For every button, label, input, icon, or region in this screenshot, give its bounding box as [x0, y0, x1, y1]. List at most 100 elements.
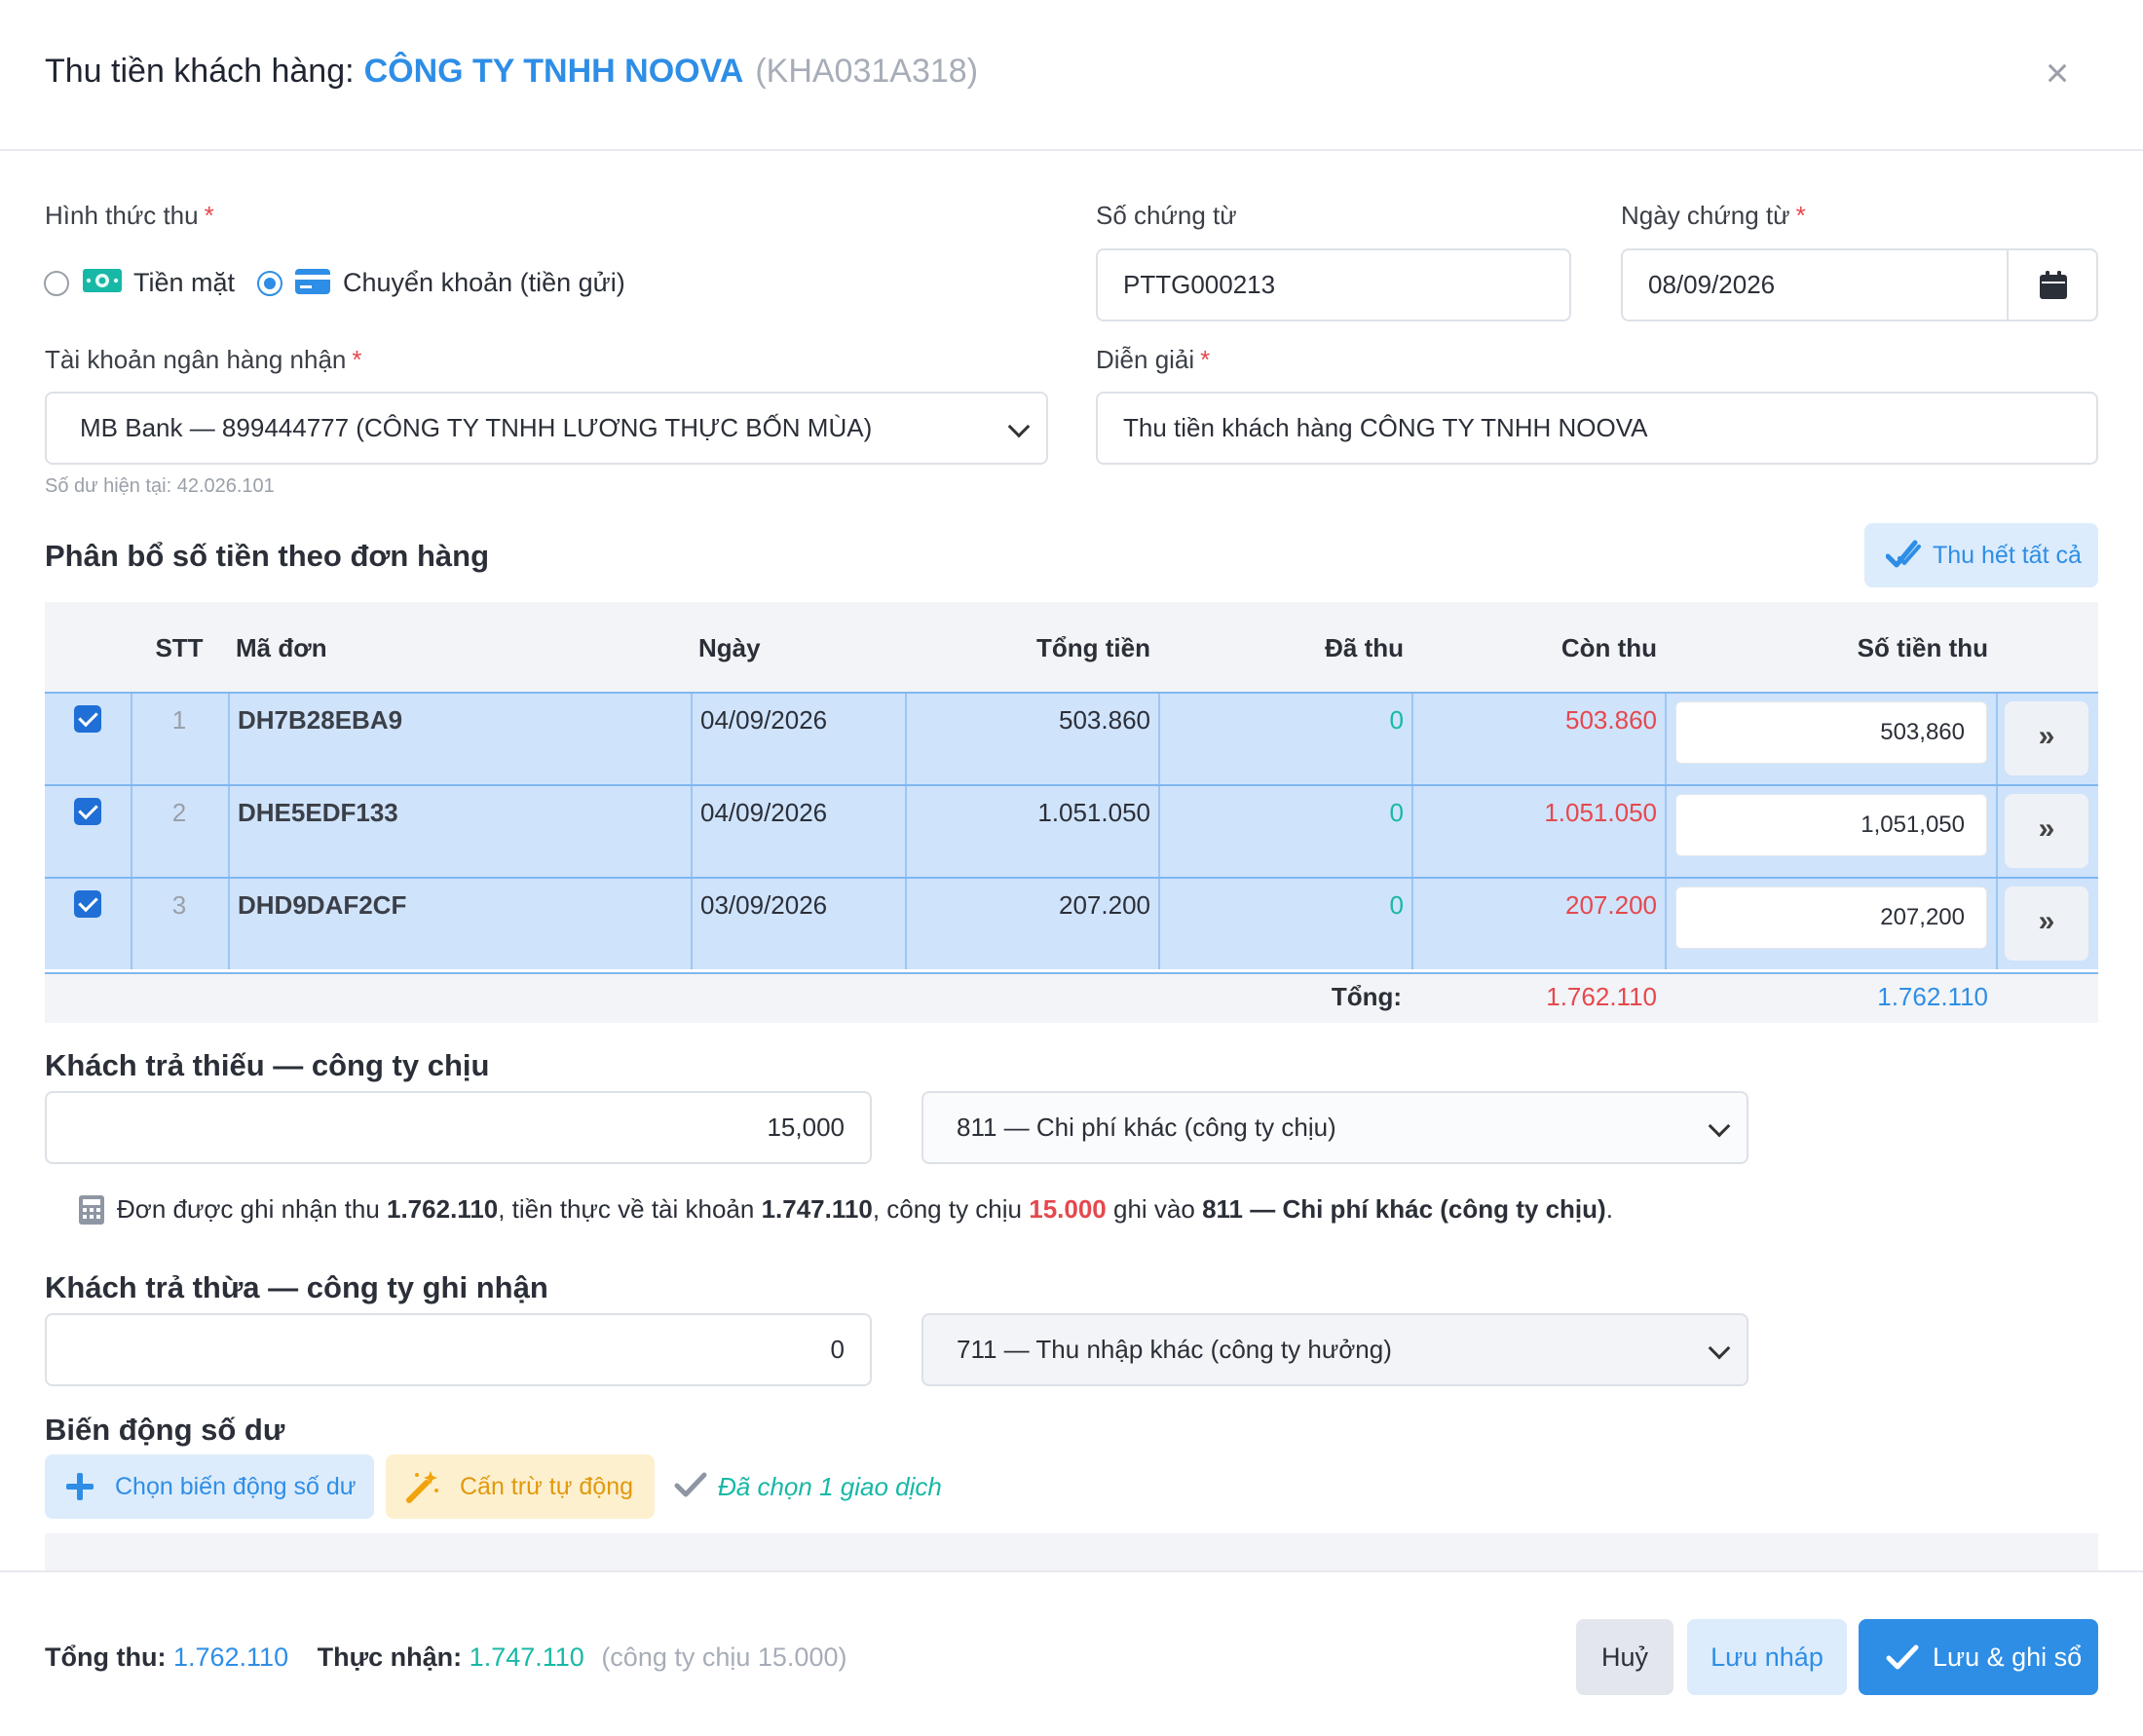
- overpay-account-select[interactable]: 711 — Thu nhập khác (công ty hưởng): [921, 1313, 1748, 1386]
- row-date: 04/09/2026: [700, 798, 828, 827]
- row-amount-input[interactable]: 1,051,050: [1675, 794, 1987, 856]
- total-remain: 1.762.110: [1546, 982, 1657, 1011]
- auto-offset-button[interactable]: Cấn trừ tự động: [386, 1454, 655, 1519]
- collect-all-button[interactable]: Thu hết tất cả: [1864, 523, 2098, 587]
- modal-header: Thu tiền khách hàng: CÔNG TY TNHH NOOVA (K…: [0, 0, 2143, 151]
- row-stt: 2: [171, 798, 187, 827]
- customer-name: CÔNG TY TNHH NOOVA: [363, 53, 744, 90]
- radio-cash[interactable]: [44, 271, 69, 296]
- bank-select[interactable]: MB Bank — 899444777 (CÔNG TY TNHH LƯƠNG …: [45, 392, 1048, 465]
- title-prefix: Thu tiền khách hàng:: [45, 53, 355, 90]
- row-stt: 3: [171, 890, 187, 920]
- row-checkbox[interactable]: [74, 798, 101, 825]
- choose-balance-move-button[interactable]: Chọn biến động số dư: [45, 1454, 374, 1519]
- balance-moves-title: Biến động số dư: [45, 1413, 285, 1447]
- table-row[interactable]: 2 DHE5EDF133 04/09/2026 1.051.050 0 1.05…: [45, 784, 2098, 877]
- row-checkbox[interactable]: [74, 890, 101, 918]
- radio-cash-label[interactable]: Tiền mặt: [133, 268, 236, 297]
- table-row[interactable]: 1 DH7B28EBA9 04/09/2026 503.860 0 503.86…: [45, 692, 2098, 784]
- voucher-date-value: 08/09/2026: [1648, 270, 1776, 299]
- modal-title: Thu tiền khách hàng: CÔNG TY TNHH NOOVA (K…: [45, 53, 978, 91]
- overpay-account-value: 711 — Thu nhập khác (công ty hưởng): [957, 1335, 1392, 1364]
- description-input[interactable]: Thu tiền khách hàng CÔNG TY TNHH NOOVA: [1096, 392, 2098, 465]
- row-paid: 0: [1389, 798, 1404, 827]
- allocation-title: Phân bổ số tiền theo đơn hàng: [45, 539, 490, 573]
- balance-hint: Số dư hiện tại: 42.026.101: [45, 475, 275, 497]
- received-value: 1.747.110: [469, 1642, 584, 1672]
- fill-amount-button[interactable]: »: [2005, 794, 2088, 868]
- header-action: [1996, 602, 2098, 694]
- row-order-code: DH7B28EBA9: [238, 705, 403, 735]
- magic-wand-icon: [406, 1471, 438, 1503]
- calendar-button[interactable]: [2007, 250, 2096, 320]
- save-draft-button[interactable]: Lưu nháp: [1687, 1619, 1847, 1695]
- modal-footer: Tổng thu: 1.762.110 Thực nhận: 1.747.110…: [0, 1570, 2143, 1736]
- total-label: Tổng:: [1331, 982, 1402, 1011]
- overpay-title: Khách trả thừa — công ty ghi nhận: [45, 1270, 548, 1304]
- calendar-icon: [2040, 271, 2067, 299]
- customer-code: (KHA031A318): [755, 53, 979, 90]
- underpay-amount-input[interactable]: 15,000: [45, 1091, 872, 1164]
- underpay-title: Khách trả thiếu — công ty chịu: [45, 1048, 490, 1082]
- fill-amount-button[interactable]: »: [2005, 701, 2088, 775]
- allocation-table: STT Mã đơn Ngày Tổng tiền Đã thu Còn thu…: [45, 602, 2098, 1023]
- close-icon[interactable]: ×: [2045, 50, 2070, 95]
- row-remain: 503.860: [1565, 705, 1657, 735]
- row-amount-input[interactable]: 207,200: [1675, 887, 1987, 949]
- radio-transfer[interactable]: [257, 271, 282, 296]
- total-collected-label: Tổng thu:: [45, 1642, 167, 1672]
- cash-icon: [83, 269, 122, 292]
- row-remain: 207.200: [1565, 890, 1657, 920]
- overpay-amount-input[interactable]: 0: [45, 1313, 872, 1386]
- row-amount-input[interactable]: 503,860: [1675, 701, 1987, 764]
- check-icon: [674, 1472, 707, 1497]
- header-order-code: Mã đơn: [228, 602, 691, 694]
- row-date: 03/09/2026: [700, 890, 828, 920]
- row-total: 1.051.050: [1037, 798, 1150, 827]
- underpay-note: Đơn được ghi nhận thu 1.762.110, tiền th…: [117, 1194, 1613, 1224]
- header-select: [45, 602, 131, 694]
- underpay-account-select[interactable]: 811 — Chi phí khác (công ty chịu): [921, 1091, 1748, 1164]
- table-row[interactable]: 3 DHD9DAF2CF 03/09/2026 207.200 0 207.20…: [45, 877, 2098, 969]
- method-label: Hình thức thu *: [45, 201, 214, 230]
- row-total: 207.200: [1059, 890, 1150, 920]
- chevron-down-icon: [1708, 1114, 1731, 1138]
- cancel-button[interactable]: Huỷ: [1576, 1619, 1673, 1695]
- row-total: 503.860: [1059, 705, 1150, 735]
- double-check-icon: [1886, 540, 1921, 568]
- table-total-row: Tổng: 1.762.110 1.762.110: [45, 972, 2098, 1023]
- collect-all-label: Thu hết tất cả: [1933, 542, 2082, 569]
- fill-amount-button[interactable]: »: [2005, 887, 2088, 961]
- row-order-code: DHD9DAF2CF: [238, 890, 407, 920]
- header-stt: STT: [131, 602, 228, 694]
- company-bears-note: (công ty chịu 15.000): [601, 1642, 847, 1672]
- save-post-button[interactable]: Lưu & ghi sổ: [1859, 1619, 2098, 1695]
- total-amount: 1.762.110: [1877, 982, 1988, 1011]
- header-remain: Còn thu: [1411, 602, 1665, 694]
- voucher-date-input[interactable]: 08/09/2026: [1621, 248, 2098, 321]
- voucher-no-input[interactable]: PTTG000213: [1096, 248, 1571, 321]
- row-order-code: DHE5EDF133: [238, 798, 398, 827]
- total-collected-value: 1.762.110: [172, 1642, 289, 1672]
- row-checkbox[interactable]: [74, 705, 101, 733]
- bank-select-value: MB Bank — 899444777 (CÔNG TY TNHH LƯƠNG …: [80, 413, 873, 442]
- row-paid: 0: [1389, 705, 1404, 735]
- row-remain: 1.051.050: [1544, 798, 1657, 827]
- row-stt: 1: [171, 705, 187, 735]
- underpay-account-value: 811 — Chi phí khác (công ty chịu): [957, 1113, 1336, 1142]
- credit-card-icon: [295, 269, 330, 294]
- save-post-label: Lưu & ghi sổ: [1933, 1642, 2083, 1672]
- row-date: 04/09/2026: [700, 705, 828, 735]
- selected-transactions-text: Đã chọn 1 giao dịch: [718, 1472, 942, 1501]
- choose-balance-move-label: Chọn biến động số dư: [115, 1473, 357, 1500]
- auto-offset-label: Cấn trừ tự động: [460, 1473, 634, 1500]
- check-icon: [1886, 1644, 1919, 1670]
- header-amount: Số tiền thu: [1665, 602, 1996, 694]
- voucher-date-label: Ngày chứng từ *: [1621, 201, 1806, 230]
- description-label: Diễn giải *: [1096, 345, 1211, 374]
- header-paid: Đã thu: [1158, 602, 1411, 694]
- footer-summary: Tổng thu: 1.762.110 Thực nhận: 1.747.110…: [45, 1642, 846, 1673]
- radio-transfer-label[interactable]: Chuyển khoản (tiền gửi): [343, 268, 625, 297]
- header-total: Tổng tiền: [905, 602, 1158, 694]
